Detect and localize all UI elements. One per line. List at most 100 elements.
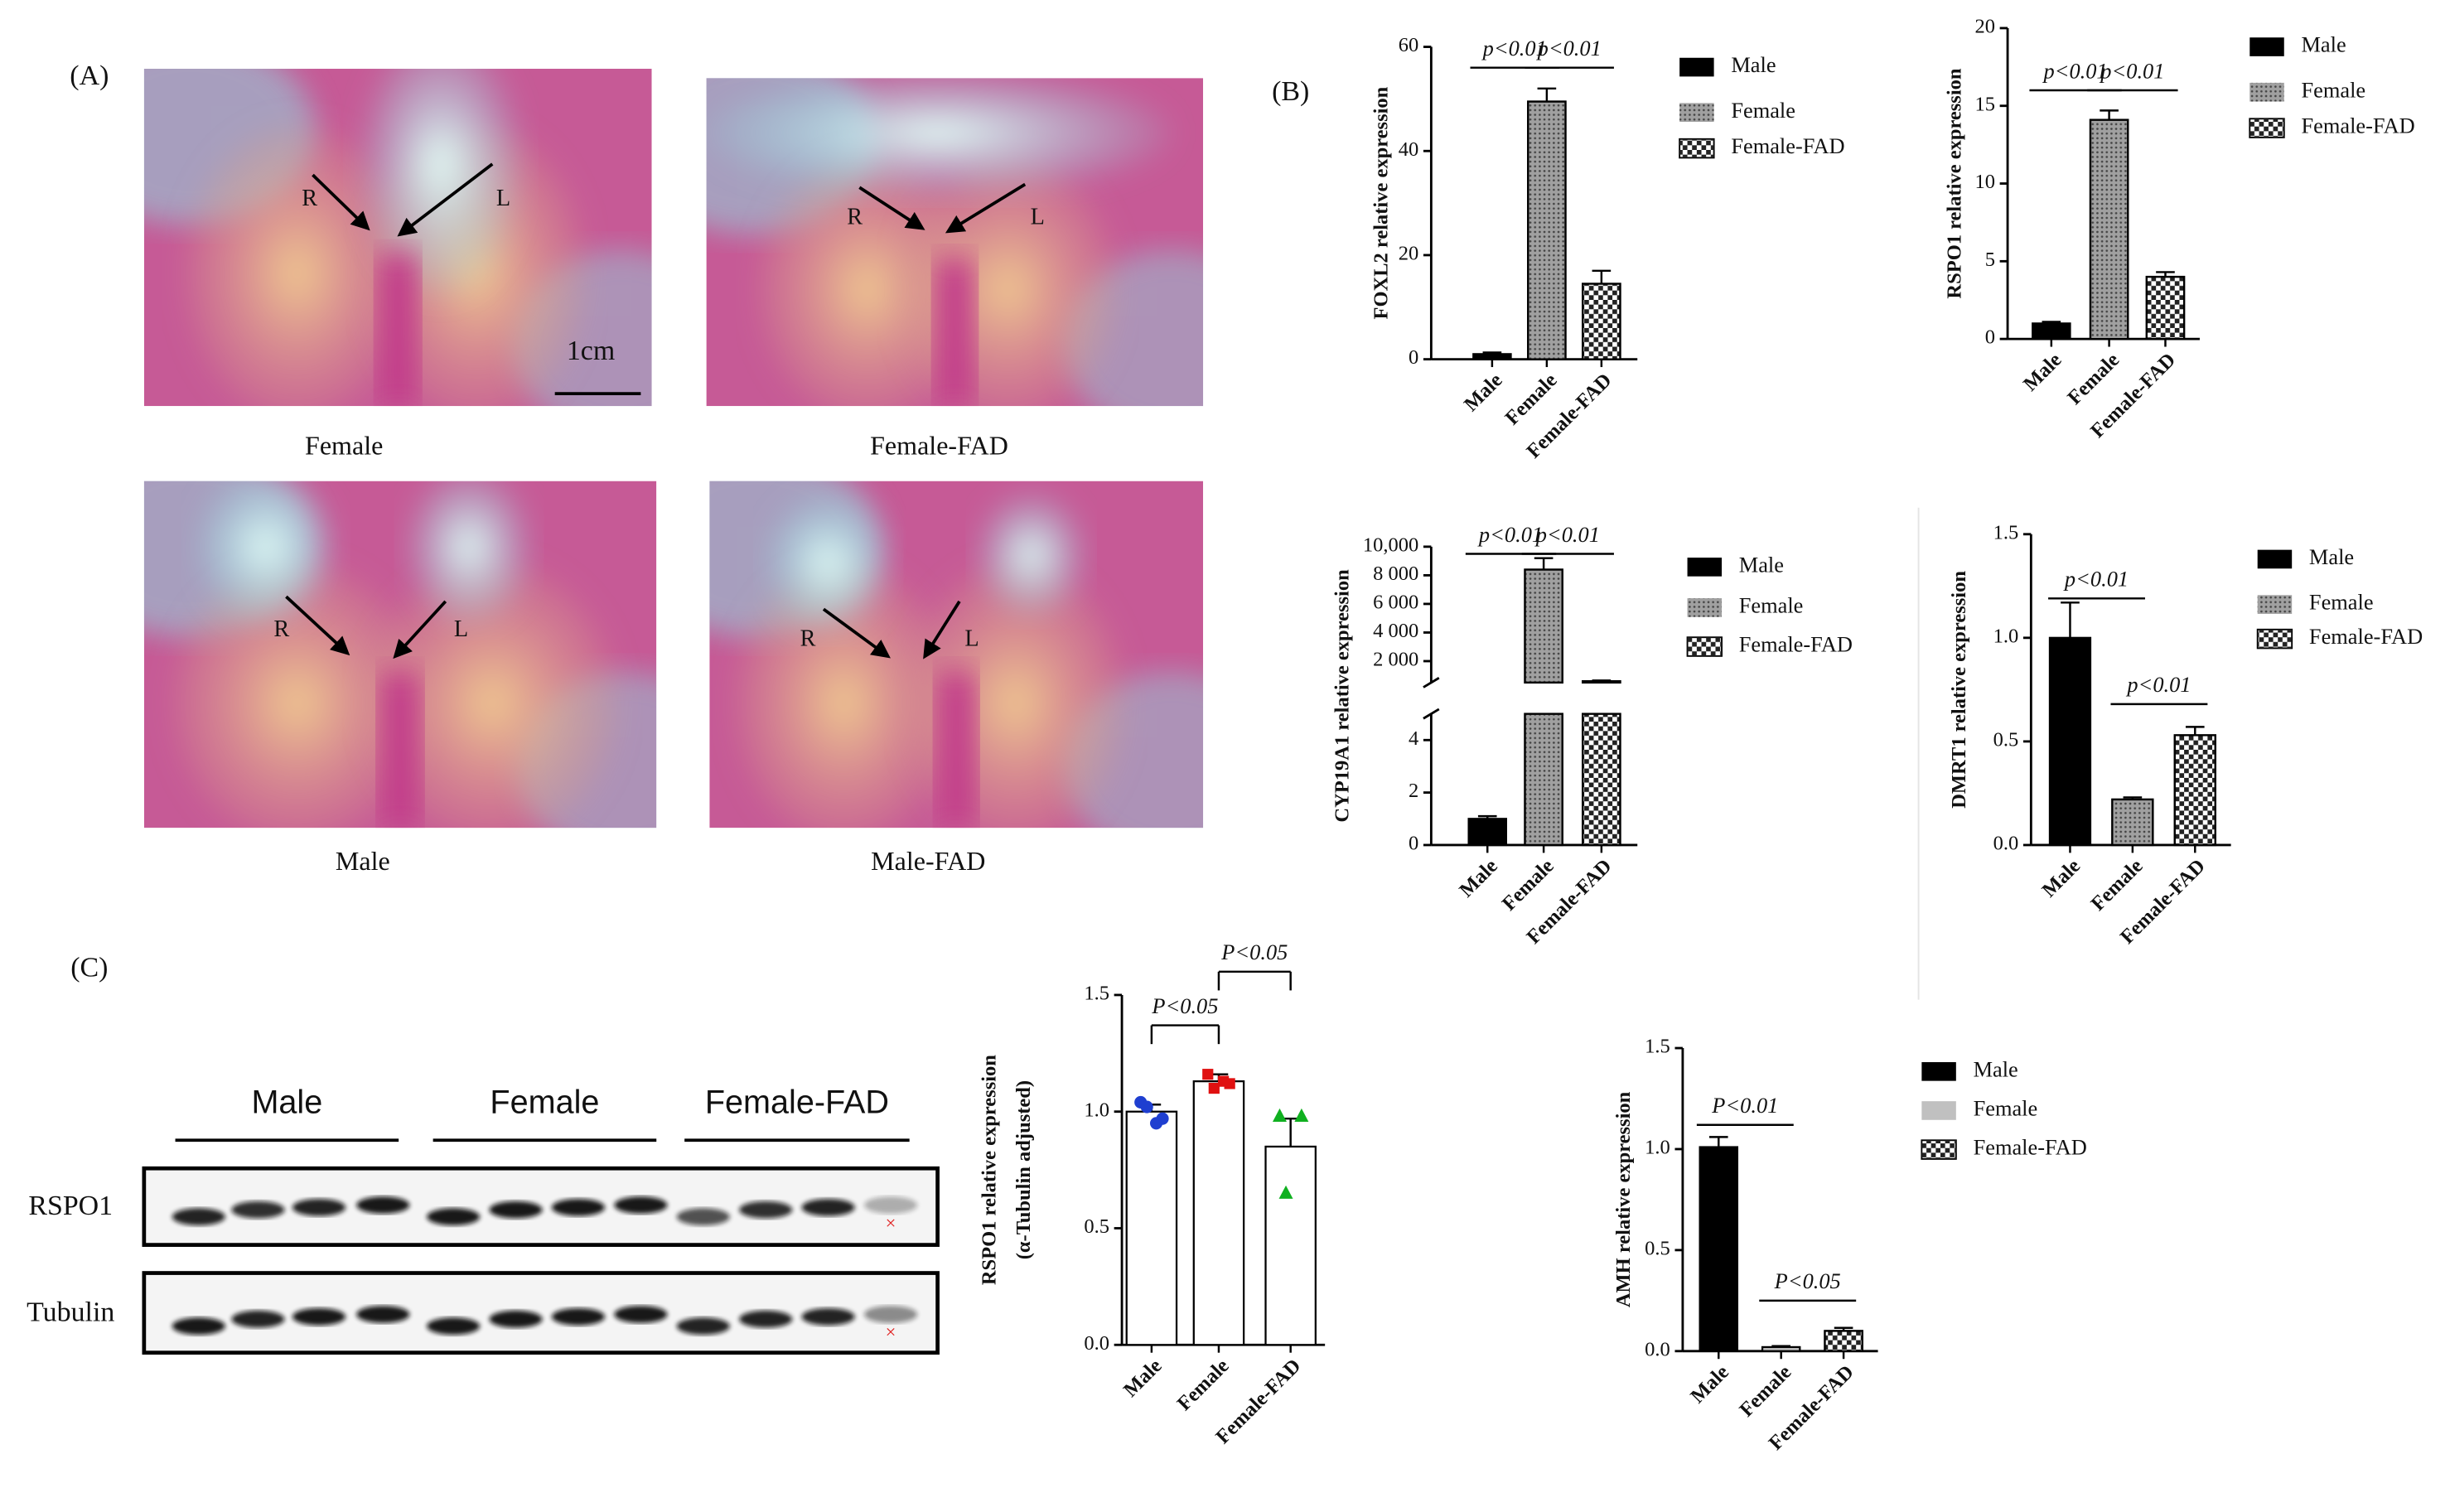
legend-label: Female-FAD — [1731, 133, 1844, 158]
legend-swatch-pattern — [1921, 1140, 1956, 1159]
blot-row-label: RSPO1 — [28, 1191, 113, 1221]
chart: 0 2 4 2 000 4 000 6 000 8 000 10,000 CYP19A1 rel… — [1331, 522, 1853, 949]
y-tick-label: 20 — [1974, 16, 1995, 38]
bar-pattern — [1582, 713, 1621, 847]
photo-panel: R L Female R L Female-FAD R L Male R L Male-FAD 1cm — [143, 68, 1204, 876]
side-label: L — [964, 626, 979, 651]
panel-label: (A) — [70, 60, 109, 91]
legend-label: Female-FAD — [2301, 114, 2414, 138]
x-tick-label: Female — [2087, 855, 2148, 915]
bar — [2032, 322, 2071, 341]
bar-pattern — [2089, 118, 2129, 341]
y-tick-label: 1.5 — [1645, 1036, 1670, 1058]
y-tick-label: 0.5 — [1645, 1238, 1670, 1260]
y-tick-label: 0 — [1409, 346, 1418, 369]
x-tick-label: Male — [1455, 855, 1502, 902]
legend-swatch-pattern — [2257, 595, 2293, 614]
midline — [936, 671, 977, 828]
gonad-light — [406, 481, 532, 626]
legend-swatch-pattern — [2249, 118, 2284, 138]
x-tick-label: Female — [1735, 1360, 1795, 1421]
chart: 0.0 0.5 1.0 1.5 RSPO1 relative expression (α-… — [978, 940, 1326, 1448]
side-label: R — [800, 626, 816, 651]
legend-label: Female-FAD — [1974, 1135, 2087, 1160]
band — [427, 1208, 481, 1226]
band — [427, 1317, 481, 1336]
mark-x: × — [886, 1212, 896, 1233]
band — [614, 1306, 668, 1323]
legend-swatch — [1921, 1062, 1956, 1081]
y-tick-label: 0.5 — [1993, 729, 2019, 751]
legend-swatch-pattern — [1679, 138, 1714, 158]
bar-pattern — [1527, 100, 1567, 360]
band — [863, 1306, 918, 1323]
y-tick-label: 1.0 — [1084, 1099, 1109, 1121]
y-tick-label: 8 000 — [1373, 563, 1418, 585]
y-tick-label: 1.0 — [1993, 625, 2019, 647]
y-tick-label: 5 — [1985, 249, 1995, 271]
blot-row-label: Tubulin — [27, 1297, 114, 1327]
photo — [709, 481, 1204, 828]
side-label: R — [302, 186, 317, 211]
legend-swatch — [1687, 558, 1723, 577]
band — [863, 1196, 918, 1214]
photo — [143, 481, 657, 828]
point — [1273, 1108, 1287, 1122]
arrow — [822, 607, 891, 659]
y-tick-label: 2 000 — [1373, 649, 1418, 671]
side-label: L — [496, 186, 510, 211]
significance-label: P<0.05 — [1151, 993, 1218, 1018]
arrow — [312, 173, 370, 231]
bar — [1472, 353, 1512, 360]
band — [801, 1198, 855, 1216]
significance-label: p<0.01 — [1536, 36, 1602, 60]
band — [231, 1200, 285, 1219]
midline — [935, 258, 975, 407]
band — [172, 1317, 225, 1336]
significance-label: P<0.05 — [1220, 940, 1288, 964]
significance-label: p<0.01 — [2063, 567, 2129, 592]
band — [739, 1310, 793, 1328]
legend-label: Female — [2301, 77, 2365, 102]
y-tick-label: 4 000 — [1373, 620, 1418, 642]
legend-label: Male — [1739, 552, 1784, 577]
band — [801, 1307, 855, 1326]
bar — [1699, 1146, 1739, 1352]
legend-label: Female — [1739, 592, 1804, 617]
y-axis-label: RSPO1 relative expression — [1943, 68, 1965, 298]
lane-group-label: Male — [251, 1084, 322, 1120]
point — [1140, 1100, 1153, 1113]
significance-label: p<0.01 — [1534, 522, 1600, 547]
y-axis-label: DMRT1 relative expression — [1948, 571, 1970, 809]
bar-pattern — [2173, 734, 2216, 847]
y-tick-label: 4 — [1409, 727, 1418, 750]
axis-break — [1423, 677, 1440, 688]
significance-label: p<0.01 — [2042, 58, 2107, 83]
arrow — [285, 595, 350, 656]
significance-label: p<0.01 — [1481, 36, 1547, 60]
y-tick-label: 1.5 — [1084, 983, 1109, 1005]
point — [1208, 1082, 1220, 1094]
bar — [1125, 1110, 1178, 1346]
arrow — [858, 186, 925, 230]
bar — [1761, 1345, 1801, 1352]
band — [676, 1317, 730, 1336]
bar-pattern — [1824, 1330, 1863, 1352]
side-label: R — [273, 616, 289, 642]
legend-swatch — [1679, 57, 1714, 77]
legend-swatch-pattern — [2249, 82, 2284, 102]
chart: 0 5 10 15 20 RSPO1 relative expression Male Fem… — [1943, 16, 2414, 442]
scale-label: 1cm — [567, 336, 615, 366]
y-tick-label: 10 — [1974, 171, 1995, 193]
significance-label: P<0.01 — [1711, 1093, 1778, 1118]
side-label: L — [1031, 204, 1045, 229]
bar-pattern — [1524, 568, 1563, 684]
midline — [379, 671, 421, 828]
gonad-light — [766, 491, 892, 633]
point — [1218, 1075, 1230, 1087]
gonad — [184, 124, 410, 407]
gonad-light — [196, 481, 336, 626]
